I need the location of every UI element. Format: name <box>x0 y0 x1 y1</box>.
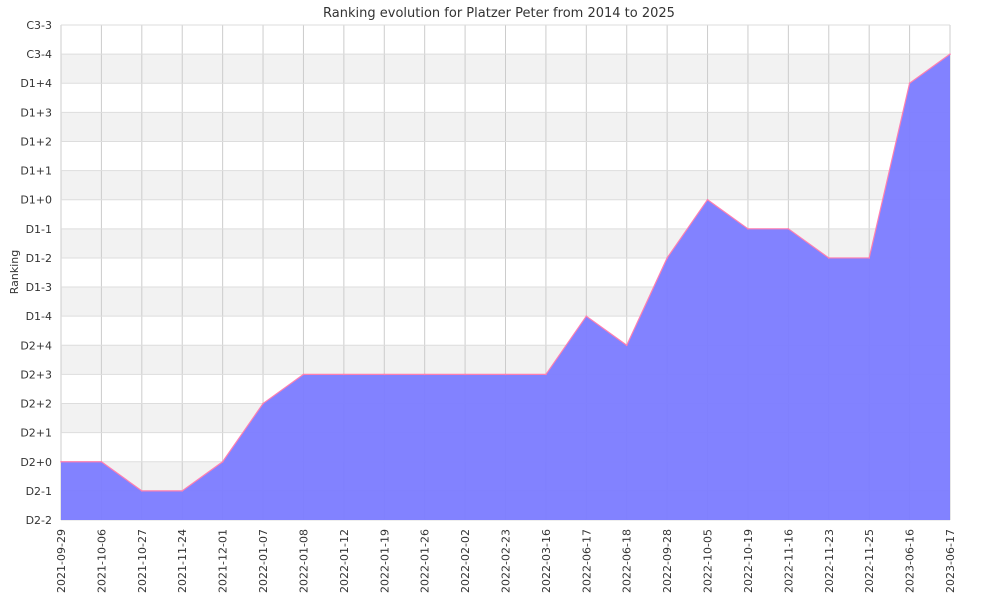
x-tick-label: 2022-10-05 <box>702 529 715 593</box>
x-tick-label: 2022-01-26 <box>419 529 432 593</box>
x-tick-label: 2022-02-23 <box>500 529 513 593</box>
data-point <box>868 257 870 259</box>
area-series <box>60 53 951 520</box>
data-point <box>827 257 830 259</box>
x-tick-label: 2022-01-08 <box>297 529 310 593</box>
x-tick-label: 2022-11-23 <box>823 529 836 593</box>
y-axis-label: Ranking <box>8 250 21 295</box>
x-tick-label: 2022-01-07 <box>257 529 270 593</box>
x-tick-label: 2022-06-17 <box>580 529 593 593</box>
y-tick-label: D1-2 <box>26 252 52 265</box>
data-point <box>908 82 911 85</box>
data-point <box>585 315 588 317</box>
data-point <box>383 373 386 376</box>
data-point <box>60 460 62 463</box>
y-tick-label: D2+4 <box>20 339 52 352</box>
ranking-area <box>61 54 950 520</box>
data-point <box>262 402 264 405</box>
x-tick-label: 2023-06-17 <box>944 529 957 593</box>
data-point <box>423 373 426 376</box>
x-tick-label: 2022-11-25 <box>863 529 876 593</box>
y-tick-labels: D2-2 D2-1 D2+0 D2+1 D2+2 D2+3 D2+4 D1-4 D1-3 D1-2… <box>20 19 52 527</box>
data-point <box>625 344 628 347</box>
y-tick-label: D2+2 <box>20 398 52 411</box>
y-tick-label: D1-4 <box>26 310 52 323</box>
y-tick-label: C3-3 <box>26 19 52 32</box>
x-tick-label: 2022-11-16 <box>782 529 795 593</box>
y-tick-label: D1+0 <box>20 194 52 207</box>
x-tick-label: 2022-01-19 <box>378 529 391 593</box>
y-tick-label: D2+1 <box>20 427 52 440</box>
x-tick-label: 2022-03-16 <box>540 529 553 593</box>
y-tick-label: D2+0 <box>20 456 52 469</box>
data-point <box>221 460 224 463</box>
y-tick-label: D1+3 <box>20 106 52 119</box>
x-tick-label: 2021-10-06 <box>95 529 108 593</box>
x-tick-label: 2022-10-19 <box>742 529 755 593</box>
data-point <box>706 198 709 201</box>
x-tick-label: 2022-02-02 <box>459 529 472 593</box>
data-point <box>343 373 345 376</box>
y-tick-label: D1+1 <box>20 165 52 178</box>
y-tick-label: D2-1 <box>26 485 52 498</box>
x-tick-label: 2023-06-16 <box>904 529 917 593</box>
y-tick-label: D1-3 <box>26 281 52 294</box>
x-tick-label: 2021-10-27 <box>136 529 149 593</box>
data-point <box>666 257 668 259</box>
data-point <box>181 490 184 492</box>
data-point <box>747 228 749 230</box>
data-point <box>464 373 466 376</box>
x-tick-label: 2021-12-01 <box>217 529 230 593</box>
y-tick-label: D1-1 <box>26 223 52 236</box>
data-point <box>949 53 951 55</box>
x-tick-label: 2022-06-18 <box>621 529 634 593</box>
data-point <box>302 373 305 376</box>
data-point <box>787 228 790 230</box>
x-tick-label: 2022-01-12 <box>338 529 351 593</box>
data-point <box>100 460 103 463</box>
data-point <box>141 490 143 492</box>
x-tick-label: 2022-09-28 <box>661 529 674 593</box>
data-point <box>504 373 507 376</box>
y-tick-label: C3-4 <box>26 48 52 61</box>
x-tick-label: 2021-11-24 <box>176 529 189 593</box>
chart-title: Ranking evolution for Platzer Peter from… <box>323 6 675 21</box>
y-tick-label: D1+4 <box>20 77 52 90</box>
x-tick-labels: 2021-09-29 2021-10-06 2021-10-27 2021-11-24… <box>55 529 957 593</box>
data-point <box>545 373 547 376</box>
y-tick-label: D1+2 <box>20 135 52 148</box>
x-tick-label: 2021-09-29 <box>55 529 68 593</box>
y-tick-label: D2+3 <box>20 368 52 381</box>
y-tick-label: D2-2 <box>26 514 52 527</box>
